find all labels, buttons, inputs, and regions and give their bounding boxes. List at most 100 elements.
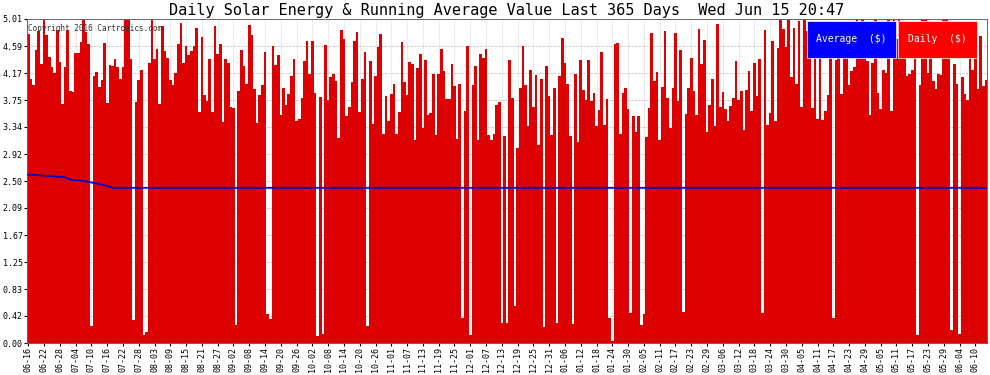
Bar	[133, 320, 135, 343]
Text: Daily  ($): Daily ($)	[908, 34, 966, 44]
Bar	[217, 54, 219, 343]
Bar	[963, 94, 966, 343]
Bar	[590, 101, 593, 343]
Bar	[674, 33, 677, 343]
Bar	[277, 55, 279, 343]
Bar	[755, 96, 758, 343]
Bar	[682, 312, 685, 343]
Bar	[803, 19, 806, 343]
Bar	[785, 47, 787, 343]
Bar	[932, 81, 935, 343]
Bar	[874, 19, 877, 343]
Bar	[214, 26, 217, 343]
Bar	[724, 109, 727, 343]
Bar	[793, 28, 795, 343]
Bar	[506, 323, 509, 343]
Bar	[169, 80, 171, 343]
Bar	[701, 64, 703, 343]
Bar	[271, 46, 274, 343]
Bar	[319, 97, 322, 343]
Bar	[38, 31, 41, 343]
Bar	[398, 112, 401, 343]
Bar	[706, 132, 709, 343]
Bar	[255, 123, 258, 343]
Bar	[174, 73, 177, 343]
Bar	[35, 50, 38, 343]
Bar	[298, 119, 301, 343]
Bar	[638, 116, 640, 343]
Bar	[369, 61, 371, 343]
Bar	[574, 74, 577, 343]
Bar	[306, 41, 309, 343]
Bar	[627, 109, 630, 343]
Bar	[911, 70, 914, 343]
Bar	[635, 132, 638, 343]
Bar	[340, 30, 343, 343]
Bar	[622, 93, 624, 343]
Bar	[443, 71, 446, 343]
Bar	[58, 62, 61, 343]
Bar	[490, 140, 493, 343]
Bar	[601, 53, 603, 343]
Bar	[624, 88, 627, 343]
Bar	[587, 60, 590, 343]
Bar	[93, 76, 95, 343]
Text: Average  ($): Average ($)	[816, 34, 887, 44]
Bar	[493, 134, 495, 343]
Bar	[387, 121, 390, 343]
Bar	[882, 70, 885, 343]
Bar	[211, 112, 214, 343]
Bar	[858, 52, 861, 343]
Bar	[653, 81, 655, 343]
Bar	[314, 93, 317, 343]
Bar	[282, 88, 285, 343]
Bar	[393, 84, 395, 343]
Bar	[79, 42, 82, 343]
Bar	[524, 85, 527, 343]
Bar	[98, 87, 101, 343]
Bar	[458, 84, 461, 343]
Bar	[117, 66, 119, 343]
Bar	[787, 19, 790, 343]
Bar	[922, 19, 924, 343]
Bar	[122, 67, 125, 343]
Bar	[171, 85, 174, 343]
Bar	[827, 95, 830, 343]
Bar	[914, 29, 916, 343]
Bar	[285, 105, 287, 343]
Bar	[455, 138, 458, 343]
Bar	[193, 46, 195, 343]
Bar	[379, 34, 382, 343]
Bar	[977, 89, 979, 343]
Bar	[248, 26, 250, 343]
Bar	[338, 138, 340, 343]
Bar	[540, 79, 543, 343]
Bar	[545, 66, 547, 343]
Bar	[974, 48, 977, 343]
Bar	[955, 84, 958, 343]
Bar	[745, 90, 747, 343]
Bar	[50, 67, 53, 343]
Bar	[942, 19, 945, 343]
Bar	[63, 67, 66, 343]
Bar	[916, 334, 919, 343]
Bar	[290, 76, 293, 343]
Bar	[869, 115, 871, 343]
Bar	[971, 70, 974, 343]
Bar	[440, 50, 443, 343]
Bar	[769, 113, 771, 343]
Bar	[801, 106, 803, 343]
Bar	[716, 24, 719, 343]
Bar	[453, 86, 455, 343]
Bar	[553, 88, 555, 343]
Bar	[740, 91, 742, 343]
Bar	[798, 21, 801, 343]
Bar	[495, 105, 498, 343]
Bar	[111, 66, 114, 343]
Bar	[585, 100, 587, 343]
Bar	[887, 20, 890, 343]
Bar	[614, 44, 616, 343]
Bar	[747, 71, 750, 343]
Bar	[616, 43, 619, 343]
Bar	[609, 318, 611, 343]
